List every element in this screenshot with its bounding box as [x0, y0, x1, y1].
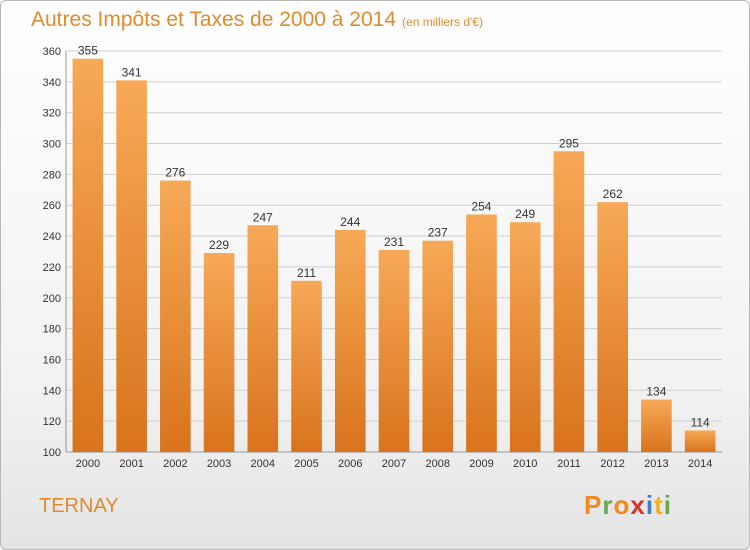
x-tick-label: 2002 [163, 458, 187, 470]
data-label: 229 [209, 238, 229, 252]
y-tick-label: 300 [43, 139, 61, 151]
y-tick-label: 140 [43, 385, 61, 397]
data-label: 355 [78, 44, 98, 58]
y-tick-label: 100 [43, 447, 61, 459]
x-tick-label: 2000 [76, 458, 100, 470]
chart-unit: (en milliers d'€) [402, 15, 484, 29]
bar [247, 225, 279, 452]
data-label: 247 [253, 210, 273, 224]
y-tick-label: 280 [43, 169, 61, 181]
bar [203, 253, 235, 452]
bar [684, 430, 716, 452]
x-tick-label: 2013 [644, 458, 668, 470]
x-tick-label: 2008 [425, 458, 449, 470]
y-tick-label: 200 [43, 293, 61, 305]
data-label: 295 [559, 136, 579, 150]
bar [334, 229, 366, 452]
x-tick-label: 2009 [469, 458, 493, 470]
x-tick-label: 2006 [338, 458, 362, 470]
y-tick-label: 260 [43, 200, 61, 212]
chart-title-block: Autres Impôts et Taxes de 2000 à 2014 (en… [31, 8, 483, 32]
bar [291, 280, 322, 452]
bar [160, 180, 191, 453]
data-label: 211 [297, 266, 316, 280]
proxiti-logo: Proxiti [584, 490, 672, 521]
data-label: 114 [691, 415, 710, 429]
bar [72, 58, 104, 452]
data-label: 134 [646, 385, 666, 399]
logo-letter: r [602, 490, 614, 520]
y-tick-label: 360 [43, 46, 61, 58]
bar [641, 399, 672, 452]
data-label: 231 [384, 235, 404, 249]
data-label: 276 [165, 166, 185, 180]
bar [597, 202, 628, 452]
labels: 100 120 140 160 180 200 220 240 260 280 300 320 340 3… [43, 44, 713, 470]
bar [509, 222, 541, 452]
x-tick-label: 2007 [382, 458, 406, 470]
y-tick-label: 240 [43, 231, 61, 243]
logo-letter: x [630, 490, 646, 520]
x-tick-label: 2005 [294, 458, 318, 470]
y-tick-label: 160 [43, 354, 61, 366]
y-tick-label: 120 [43, 416, 61, 428]
data-label: 254 [471, 199, 491, 213]
y-tick-label: 340 [43, 77, 61, 89]
data-label: 262 [603, 187, 623, 201]
bar [378, 249, 410, 452]
data-label: 237 [428, 226, 448, 240]
bar [553, 151, 585, 452]
y-tick-label: 180 [43, 324, 61, 336]
x-tick-label: 2012 [600, 458, 624, 470]
bar [422, 240, 454, 452]
y-tick-label: 320 [43, 108, 61, 120]
x-tick-label: 2010 [513, 458, 537, 470]
x-tick-label: 2001 [119, 458, 143, 470]
x-tick-label: 2004 [251, 458, 275, 470]
commune-name: TERNAY [39, 495, 119, 517]
bar [466, 214, 497, 452]
logo-letter: i [645, 490, 655, 520]
data-label: 244 [340, 215, 360, 229]
x-tick-label: 2003 [207, 458, 231, 470]
logo-letter: i [663, 490, 672, 520]
logo-letter: o [613, 490, 631, 520]
chart-title: Autres Impôts et Taxes de 2000 à 2014 [31, 8, 397, 31]
logo-letter: P [584, 490, 603, 520]
data-label: 249 [515, 207, 535, 221]
data-label: 341 [122, 65, 142, 79]
logo-letter: t [654, 490, 664, 520]
x-tick-label: 2014 [688, 458, 712, 470]
bar [116, 80, 147, 453]
y-tick-label: 220 [43, 262, 61, 274]
bars [72, 58, 716, 453]
x-tick-label: 2011 [557, 458, 581, 470]
